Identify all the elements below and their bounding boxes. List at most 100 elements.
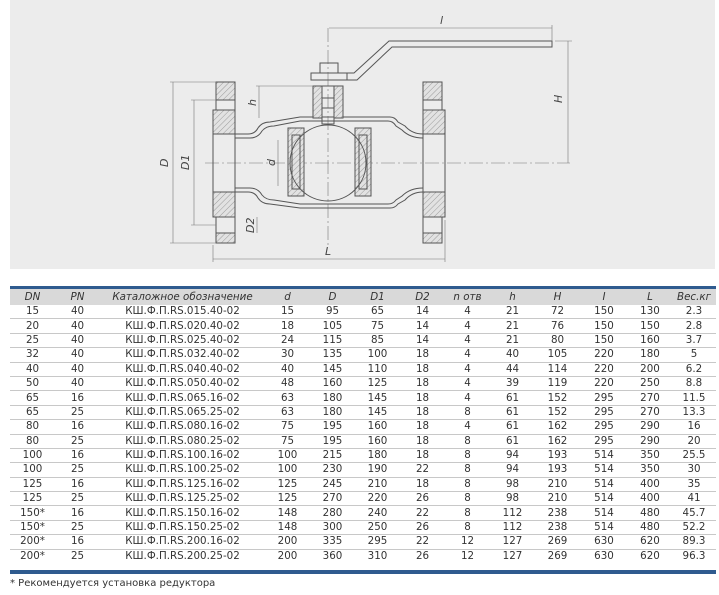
table-cell: 160 <box>355 419 400 435</box>
table-cell: 220 <box>580 376 628 392</box>
table-cell: 620 <box>640 549 660 562</box>
column-header: d <box>265 289 310 305</box>
right-flange <box>422 81 446 244</box>
table-cell: 30 <box>672 462 716 478</box>
table-cell: 180 <box>310 390 355 406</box>
table-cell: 240 <box>355 505 400 521</box>
table-cell: 125 <box>265 477 310 493</box>
table-cell: 25.5 <box>672 448 716 464</box>
column-header: Вес.кг <box>672 289 716 305</box>
table-cell: 35 <box>672 477 716 493</box>
dim-label-L: L <box>325 245 331 258</box>
table-cell: 100 <box>10 448 55 464</box>
table-cell: 3.7 <box>672 333 716 349</box>
table-row: 150* 25 КШ.Ф.П.RS.150.25-02 148 300 250 26 8 112… <box>10 520 716 536</box>
table-cell: 25 <box>55 462 100 478</box>
table-cell: 94 <box>490 448 535 464</box>
table-cell: 220 <box>355 491 400 507</box>
table-cell: 40 <box>490 347 535 363</box>
column-header: I <box>580 289 628 305</box>
table-cell: 360 <box>322 549 343 562</box>
table-cell: 210 <box>355 477 400 493</box>
table-cell: 270 <box>628 390 672 406</box>
table-cell: 8 <box>445 505 490 521</box>
table-cell: 8 <box>445 491 490 507</box>
table-cell: 160 <box>355 434 400 449</box>
table-cell: 18 <box>400 362 445 377</box>
dim-label-D: D <box>158 159 171 167</box>
table-cell: 18 <box>400 477 445 493</box>
table-cell: 18 <box>400 405 445 421</box>
table-cell: 160 <box>628 333 672 349</box>
table-cell: 514 <box>580 477 628 493</box>
table-cell: 8.8 <box>672 376 716 392</box>
table-cell: 16 <box>55 477 100 493</box>
table-cell: КШ.Ф.П.RS.040.40-02 <box>100 362 265 377</box>
table-cell: 75 <box>265 419 310 435</box>
table-cell: 125 <box>265 491 310 507</box>
table-cell: 295 <box>580 405 628 421</box>
table-cell: 400 <box>628 491 672 507</box>
column-header: D <box>310 289 355 305</box>
table-cell: 16 <box>55 448 100 464</box>
table-cell: КШ.Ф.П.RS.200.16-02 <box>100 534 265 550</box>
table-cell: 26 <box>415 549 430 562</box>
table-cell: КШ.Ф.П.RS.100.25-02 <box>100 462 265 478</box>
table-cell: 21 <box>490 333 535 349</box>
table-cell: 22 <box>400 534 445 550</box>
table-cell: 193 <box>535 462 580 478</box>
table-cell: 112 <box>490 520 535 536</box>
table-cell: 18 <box>400 419 445 435</box>
table-cell: 24 <box>265 333 310 349</box>
table-cell: 193 <box>535 448 580 464</box>
table-cell: 18 <box>400 376 445 392</box>
table-cell: 21 <box>490 305 535 320</box>
table-cell: 630 <box>594 549 614 562</box>
table-cell: 100 <box>265 462 310 478</box>
table-cell: КШ.Ф.П.RS.150.25-02 <box>100 520 265 536</box>
table-cell: 350 <box>628 448 672 464</box>
table-row: 50 40 КШ.Ф.П.RS.050.40-02 48 160 125 18 4 39 119 2… <box>10 376 716 392</box>
table-cell: 95 <box>310 305 355 320</box>
table-cell: 32 <box>10 347 55 363</box>
table-header-row: DN PN Каталожное обозначение d D D1 D2 n отв h H I… <box>10 289 716 305</box>
table-cell: КШ.Ф.П.RS.125.16-02 <box>100 477 265 493</box>
table-cell: 16 <box>55 534 100 550</box>
table-cell: 25 <box>55 405 100 421</box>
table-cell: 21 <box>490 318 535 334</box>
dim-label-H: H <box>552 95 565 103</box>
table-cell: 150* <box>10 520 55 536</box>
table-cell: 65 <box>10 390 55 406</box>
table-cell: 480 <box>628 520 672 536</box>
column-header: H <box>535 289 580 305</box>
table-row: 40 40 КШ.Ф.П.RS.040.40-02 40 145 110 18 4 44 114 2… <box>10 362 716 377</box>
table-cell: 230 <box>310 462 355 478</box>
table-cell: 50 <box>10 376 55 392</box>
table-cell: 4 <box>445 376 490 392</box>
table-cell: 130 <box>628 305 672 320</box>
table-cell: 295 <box>580 434 628 449</box>
table-cell: 300 <box>310 520 355 536</box>
table-cell: 25 <box>55 520 100 536</box>
table-cell: 8 <box>445 405 490 421</box>
table-cell: 110 <box>355 362 400 377</box>
table-cell: 125 <box>10 491 55 507</box>
table-cell: 80 <box>10 419 55 435</box>
table-row: 15 40 КШ.Ф.П.RS.015.40-02 15 95 65 14 4 21 72 150 1… <box>10 305 716 320</box>
table-cell: КШ.Ф.П.RS.125.25-02 <box>100 491 265 507</box>
table-cell: КШ.Ф.П.RS.032.40-02 <box>100 347 265 363</box>
table-cell: 22 <box>400 505 445 521</box>
table-cell: 16 <box>55 390 100 406</box>
table-cell: 5 <box>672 347 716 363</box>
table-cell: 8 <box>445 448 490 464</box>
table-cell: 4 <box>445 305 490 320</box>
table-cell: 200 <box>265 534 310 550</box>
table-cell: 4 <box>445 362 490 377</box>
table-cell: 13.3 <box>672 405 716 421</box>
table-cell: 80 <box>10 434 55 449</box>
column-header: D2 <box>400 289 445 305</box>
table-cell: 4 <box>445 419 490 435</box>
table-cell: 61 <box>490 405 535 421</box>
table-cell: 238 <box>535 520 580 536</box>
table-row: 80 25 КШ.Ф.П.RS.080.25-02 75 195 160 18 8 61 162 2… <box>10 434 716 449</box>
